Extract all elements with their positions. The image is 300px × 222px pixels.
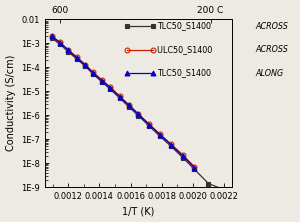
- Text: ACROSS: ACROSS: [256, 22, 289, 31]
- Y-axis label: Conductivity (S/cm): Conductivity (S/cm): [6, 55, 16, 151]
- X-axis label: 1/T (K): 1/T (K): [122, 206, 154, 216]
- Text: TLC50_S1400: TLC50_S1400: [157, 69, 214, 77]
- Text: TLC50_S1400: TLC50_S1400: [157, 22, 214, 31]
- Text: ACROSS: ACROSS: [256, 45, 289, 54]
- Text: ALONG: ALONG: [256, 69, 284, 77]
- Text: ULC50_S1400: ULC50_S1400: [157, 45, 215, 54]
